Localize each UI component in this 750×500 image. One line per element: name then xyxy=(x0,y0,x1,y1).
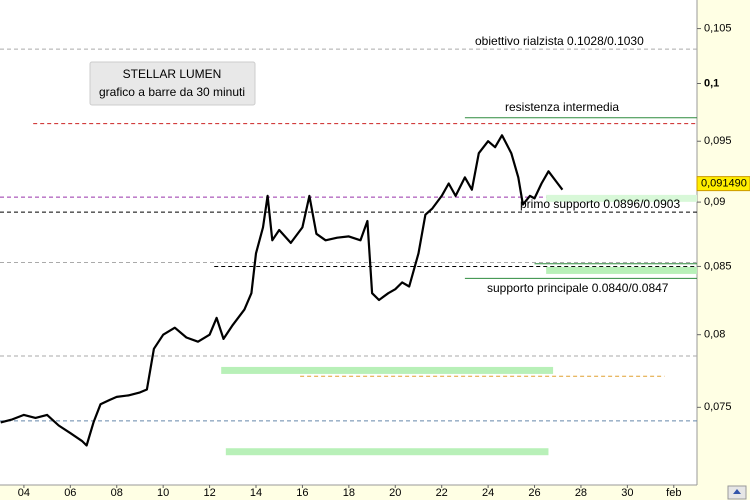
x-tick-label: 28 xyxy=(575,487,587,499)
y-tick-label: 0,09 xyxy=(704,196,725,208)
annotation: obiettivo rialzista 0.1028/0.1030 xyxy=(475,34,644,48)
x-tick-label: 24 xyxy=(482,487,494,499)
y-tick-label: 0,105 xyxy=(704,22,732,34)
x-tick-label: 18 xyxy=(343,487,355,499)
title-box xyxy=(89,61,256,106)
chart-title: STELLAR LUMEN xyxy=(123,67,222,81)
x-tick-label: 16 xyxy=(296,487,308,499)
x-tick-label: 10 xyxy=(157,487,169,499)
zone-band xyxy=(546,194,697,202)
last-price-label: 0,091490 xyxy=(701,178,747,190)
annotation: primo supporto 0.0896/0.0903 xyxy=(520,197,680,211)
y-axis-panel xyxy=(697,0,750,500)
x-tick-label: 06 xyxy=(64,487,76,499)
zone-band xyxy=(221,366,554,374)
chart-subtitle: grafico a barre da 30 minuti xyxy=(99,85,245,99)
x-tick-label: 12 xyxy=(203,487,215,499)
x-axis-panel xyxy=(0,485,750,500)
scroll-icon xyxy=(733,489,741,494)
x-tick-label: 08 xyxy=(111,487,123,499)
x-tick-label: 30 xyxy=(621,487,633,499)
x-tick-label: 22 xyxy=(436,487,448,499)
x-tick-label: 04 xyxy=(18,487,30,499)
annotation: resistenza intermedia xyxy=(505,100,619,114)
last-price-box xyxy=(696,176,750,192)
y-tick-label: 0,075 xyxy=(704,401,732,413)
zone-band xyxy=(225,448,549,456)
annotation: supporto principale 0.0840/0.0847 xyxy=(487,281,669,295)
x-tick-label: 14 xyxy=(250,487,262,499)
y-tick-label: 0,08 xyxy=(704,329,725,341)
y-tick-label: 0,1 xyxy=(704,77,719,89)
price-line xyxy=(0,134,564,447)
y-tick-label: 0,095 xyxy=(704,135,732,147)
x-tick-label: 26 xyxy=(528,487,540,499)
zone-band xyxy=(546,266,697,274)
y-tick-label: 0,085 xyxy=(704,260,732,272)
x-tick-label: feb xyxy=(666,487,681,499)
x-tick-label: 20 xyxy=(389,487,401,499)
